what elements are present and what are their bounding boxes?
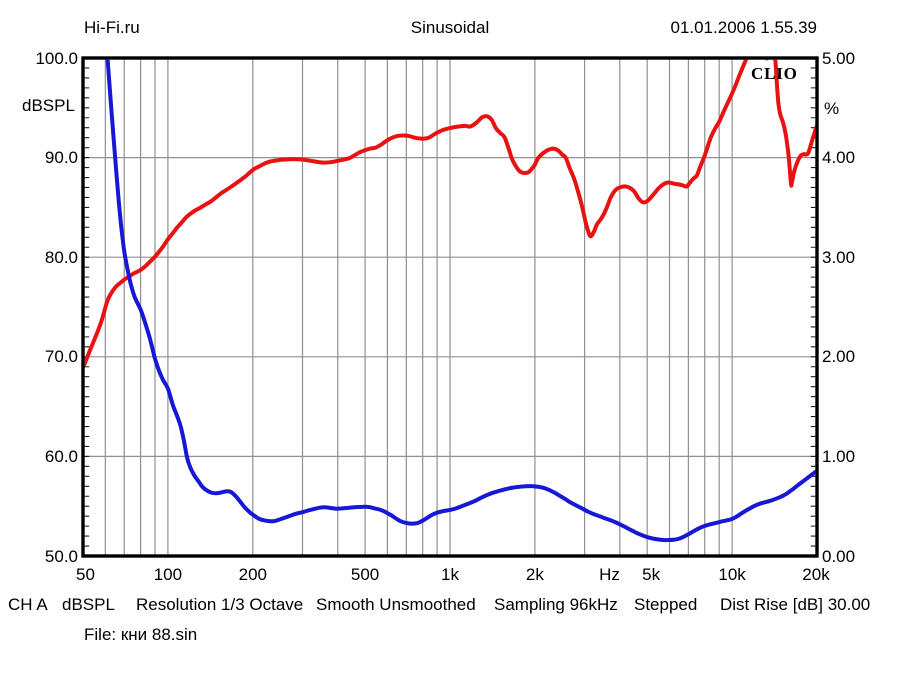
status-item-4: Sampling 96kHz: [494, 595, 618, 614]
right-axis-tick-1.00: 1.00: [822, 446, 856, 466]
status-item-0: CH A: [8, 595, 48, 614]
x-axis-tick-2k: 2k: [525, 564, 544, 584]
x-axis-tick-10k: 10k: [718, 564, 746, 584]
left-axis-tick-90.0: 90.0: [44, 148, 78, 168]
left-axis-tick-100.0: 100.0: [35, 48, 78, 68]
right-axis-tick-5.00: 5.00: [822, 48, 856, 68]
status-item-6: Dist Rise [dB] 30.00: [720, 595, 871, 614]
left-axis-tick-70.0: 70.0: [44, 347, 78, 367]
status-item-3: Smooth Unsmoothed: [316, 595, 476, 614]
right-axis-minor-ticks: [810, 67, 816, 547]
clio-watermark: CLIO: [751, 64, 798, 83]
left-axis-tick-60.0: 60.0: [44, 446, 78, 466]
right-axis-tick-0.00: 0.00: [822, 546, 856, 566]
x-axis-tick-200: 200: [238, 564, 268, 584]
left-axis-tick-50.0: 50.0: [44, 546, 78, 566]
measurement-type-title: Sinusoidal: [410, 18, 490, 37]
left-axis-tick-80.0: 80.0: [44, 247, 78, 267]
x-axis-tick-500: 500: [350, 564, 380, 584]
x-axis-tick-100: 100: [153, 564, 183, 584]
left-axis-unit-label: dBSPL: [22, 96, 75, 115]
right-axis-tick-3.00: 3.00: [822, 247, 856, 267]
status-item-5: Stepped: [634, 595, 698, 614]
measurement-datetime: 01.01.2006 1.55.39: [670, 18, 817, 37]
spl-response-curve: [84, 59, 816, 369]
x-axis-tick-5k: 5k: [642, 564, 661, 584]
file-name-line: File: кни 88.sin: [84, 625, 198, 644]
right-axis-tick-4.00: 4.00: [822, 148, 856, 168]
x-axis-tick-Hz: Hz: [599, 564, 620, 584]
left-axis-minor-ticks: [84, 67, 90, 547]
right-axis-tick-2.00: 2.00: [822, 347, 856, 367]
status-item-2: Resolution 1/3 Octave: [136, 595, 304, 614]
plot-border: [81, 56, 819, 558]
x-axis-tick-50: 50: [76, 564, 95, 584]
right-axis-unit-label: %: [824, 99, 840, 118]
site-title: Hi-Fi.ru: [84, 18, 140, 37]
x-axis-tick-1k: 1k: [441, 564, 459, 584]
status-item-1: dBSPL: [62, 595, 115, 614]
x-axis-tick-20k: 20k: [802, 564, 830, 584]
distortion-curve: [105, 59, 816, 543]
